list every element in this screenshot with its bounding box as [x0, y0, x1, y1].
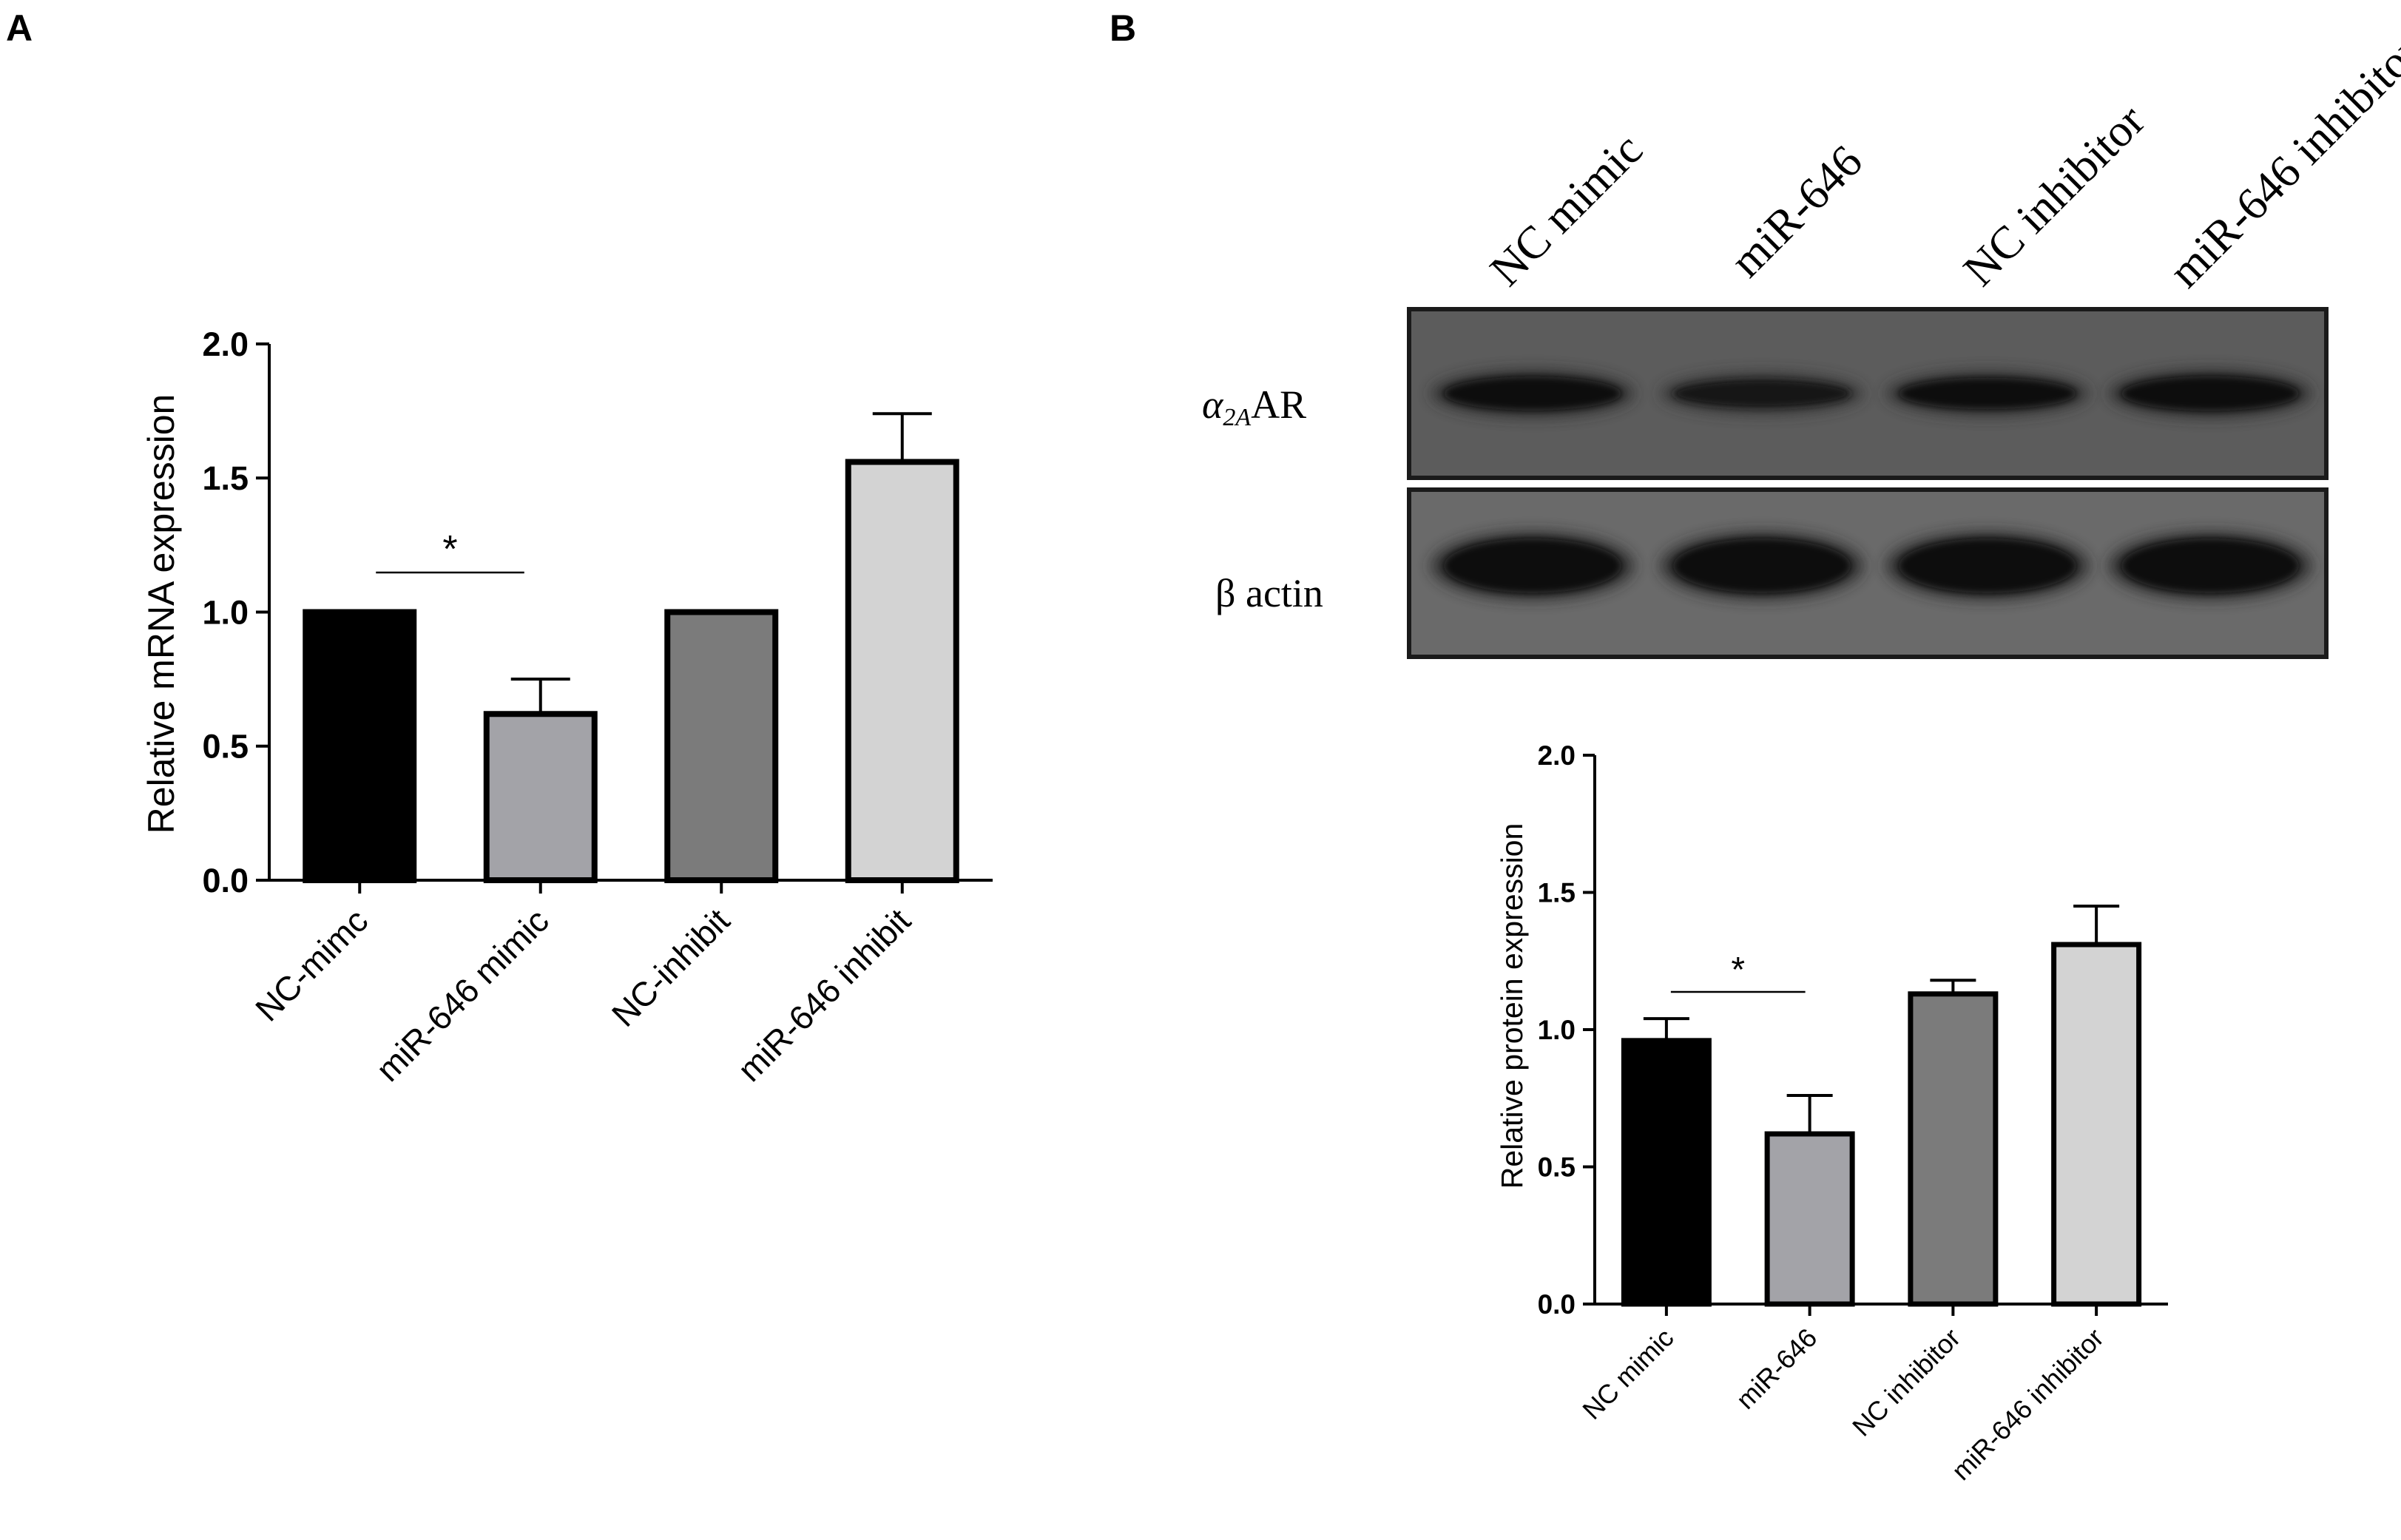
blot-lane-label: miR-646 inhibitor	[2160, 27, 2401, 297]
blot-band	[1899, 377, 2076, 410]
undefined-bar	[845, 459, 959, 883]
undefined-bar	[1764, 1131, 1855, 1307]
undefined-y-tick-label: 1.5	[1538, 877, 1576, 908]
blot-band	[1444, 538, 1621, 593]
blot-band	[1899, 538, 2076, 593]
undefined-bar	[303, 609, 417, 883]
undefined-significance-star: *	[442, 528, 457, 571]
undefined-x-tick-label: miR-646	[1730, 1323, 1823, 1415]
undefined-bar	[2051, 942, 2142, 1307]
blot-row-label-alpha2a: α2AAR	[1202, 382, 1306, 431]
blot-row-label-beta-actin: β actin	[1215, 571, 1323, 615]
undefined-y-tick-label: 0.5	[202, 728, 249, 766]
chart-b-marks: 0.0 0.5 1.0 1.5 2.0 NC mimic miR-646 NC inhibit…	[1538, 740, 2168, 1486]
undefined-y-tick-label: 1.0	[202, 593, 249, 631]
undefined-bar	[1908, 991, 1999, 1307]
blot-lane-label: miR-646	[1721, 136, 1872, 287]
undefined-x-tick-label: NC mimic	[1576, 1323, 1679, 1425]
chart-b: 0.0 0.5 1.0 1.5 2.0 NC mimic miR-646 NC inhibit…	[1495, 740, 2168, 1486]
undefined-y-tick-label: 0.0	[1538, 1289, 1576, 1320]
undefined-y-tick-label: 1.5	[202, 459, 249, 497]
alpha-subscript: 2A	[1223, 404, 1251, 431]
panel-b-label: B	[1110, 7, 1136, 49]
blot-band	[1673, 379, 1851, 408]
western-blot: NC mimic miR-646 NC inhibitor miR-646 inhib…	[1202, 27, 2401, 659]
undefined-bar	[664, 609, 779, 883]
undefined-y-tick-label: 2.0	[1538, 740, 1576, 771]
undefined-x-tick-label: miR-646 inhibitor	[1945, 1323, 2109, 1486]
blot-lane-labels: NC mimic miR-646 NC inhibitor miR-646 inhib…	[1481, 27, 2401, 297]
alpha-symbol: α	[1202, 382, 1224, 427]
undefined-y-tick-label: 0.0	[202, 862, 249, 899]
undefined-y-tick-label: 2.0	[202, 325, 249, 363]
undefined-x-tick-label: NC-mimc	[248, 901, 375, 1028]
undefined-x-tick-label: miR-646 mimic	[368, 901, 556, 1089]
blot-band	[2121, 538, 2299, 593]
undefined-x-tick-label: NC-inhibit	[604, 901, 737, 1034]
undefined-bar	[1621, 1038, 1712, 1307]
alpha-suffix: AR	[1251, 382, 1306, 427]
undefined-y-tick-label: 0.5	[1538, 1152, 1576, 1182]
undefined-x-tick-label: NC inhibitor	[1846, 1323, 1966, 1442]
blot-band	[1673, 538, 1851, 593]
undefined-bar	[483, 711, 598, 883]
blot-lane-label: NC mimic	[1481, 124, 1652, 296]
blot-bands	[1431, 368, 2312, 601]
undefined-y-tick-label: 1.0	[1538, 1015, 1576, 1045]
blot-band	[1444, 376, 1621, 411]
blot-lane-label: NC inhibitor	[1954, 95, 2155, 296]
blot-band	[2121, 376, 2299, 411]
undefined-significance-star: *	[1731, 950, 1745, 990]
undefined-x-tick-label: miR-646 inhibit	[730, 901, 918, 1089]
chart-a-ylabel: Relative mRNA expression	[141, 394, 182, 834]
chart-b-ylabel: Relative protein expression	[1495, 823, 1529, 1189]
panel-a-label: A	[6, 7, 33, 49]
